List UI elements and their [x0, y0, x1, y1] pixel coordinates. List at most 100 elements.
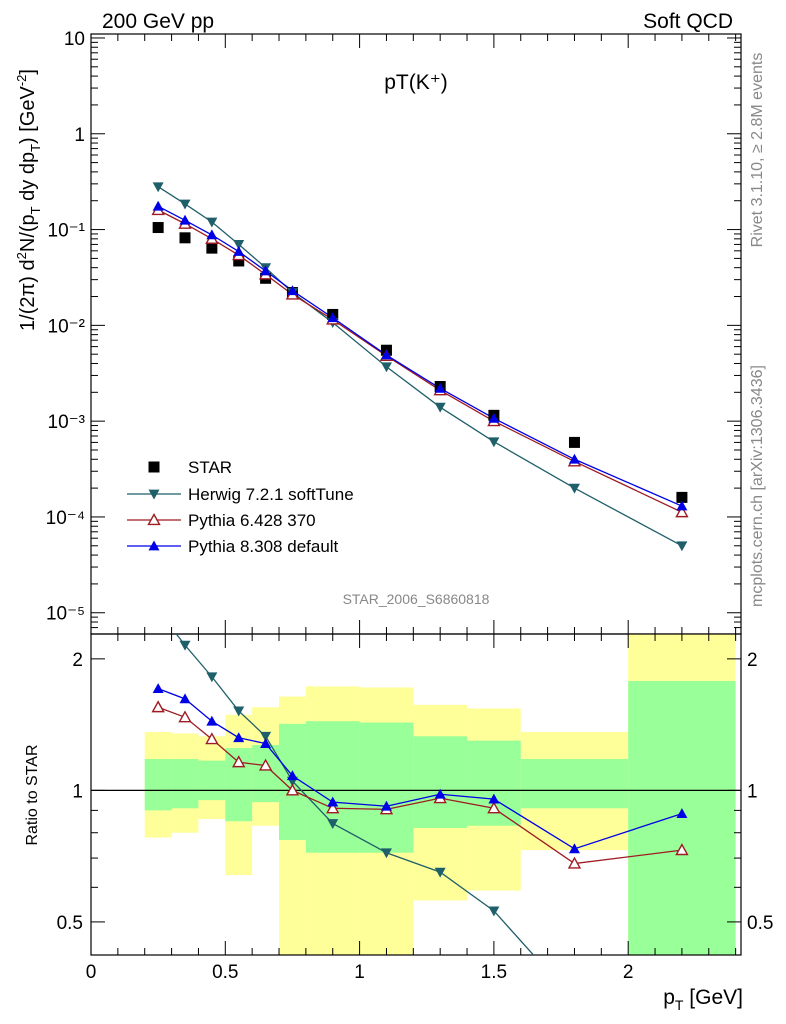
ratio-data-point	[260, 731, 272, 742]
main-data-point	[568, 453, 580, 464]
legend-marker	[147, 513, 161, 526]
ratio-series-line	[157, 706, 682, 865]
main-data-point	[233, 239, 245, 250]
ratio-band-inner	[171, 758, 199, 809]
x-tick-label: 0	[86, 962, 97, 983]
ratio-data-point	[487, 801, 501, 814]
ratio-data-point	[152, 683, 164, 693]
main-data-point	[488, 437, 500, 448]
main-y-tick-label: 1	[74, 125, 85, 146]
main-data-point	[676, 541, 688, 552]
x-axis-label: pT [GeV]	[663, 986, 743, 1013]
main-data-point	[434, 402, 446, 413]
ratio-data-point	[488, 793, 500, 804]
ratio-data-point	[676, 808, 688, 818]
ratio-uncertainty-bands	[144, 634, 736, 955]
main-series-line	[157, 209, 683, 513]
ratio-data-point	[568, 843, 580, 854]
ratio-data-point	[326, 801, 340, 814]
main-y-axis: 10 1 10⁻¹ 10⁻² 10⁻³ 10⁻⁴ 10⁻⁵	[46, 29, 741, 635]
main-y-tick-label: 10⁻¹	[48, 221, 86, 242]
ratio-y-tick-label: 1	[72, 781, 83, 802]
ratio-band-inner	[413, 736, 468, 829]
main-data-point	[434, 382, 446, 393]
ratio-data-point	[206, 715, 218, 726]
main-data-point	[568, 483, 580, 494]
ratio-band-inner	[144, 758, 172, 811]
ratio-band-inner	[628, 680, 736, 955]
main-data-point	[675, 505, 689, 518]
watermark: STAR_2006_S6860818	[343, 591, 490, 607]
main-y-axis-label: 1/(2π) d2N/(pT dy dpT) [GeV-2]	[14, 69, 43, 331]
main-y-tick-label: 10⁻⁵	[46, 604, 85, 625]
ratio-axes: 0 0.5 1 1.5 2 0.5 0.5 1 1 2 2	[57, 634, 773, 983]
ratio-y-axis-label: Ratio to STAR	[24, 744, 41, 845]
ratio-y-tick-label: 0.5	[57, 913, 83, 934]
header-right: Soft QCD	[643, 10, 733, 33]
main-data-point	[179, 199, 191, 210]
legend-entry-label: STAR	[188, 458, 232, 477]
legend-entry-label: Pythia 6.428 370	[188, 511, 316, 530]
main-data-point	[152, 222, 164, 234]
main-series-line	[157, 205, 683, 507]
x-tick-label: 1	[354, 962, 365, 983]
ratio-band-inner	[520, 758, 629, 809]
ratio-data-point	[233, 732, 245, 743]
main-data-point	[676, 491, 688, 503]
ratio-y-tick-label-right: 1	[747, 781, 758, 802]
ratio-data-point	[434, 788, 446, 799]
main-y-tick-label: 10⁻⁴	[46, 508, 85, 529]
ratio-data-point	[567, 856, 582, 869]
main-data-point	[179, 214, 191, 225]
rivet-label: Rivet 3.1.10, ≥ 2.8M events	[749, 53, 766, 248]
main-data-point	[152, 200, 164, 211]
legend-entry-label: Herwig 7.2.1 softTune	[188, 485, 354, 504]
main-data-point	[233, 246, 245, 256]
mcplots-label: mcplots.cern.ch [arXiv:1306.3436]	[749, 365, 766, 607]
main-data-point	[676, 500, 688, 511]
main-data-point	[327, 312, 339, 323]
ratio-data-point	[179, 693, 191, 704]
ratio-data-point	[232, 755, 246, 768]
main-y-tick-label: 10⁻²	[48, 316, 86, 337]
ratio-data-point	[675, 843, 689, 856]
ratio-data-point	[380, 848, 392, 859]
main-series-layer	[151, 182, 689, 552]
legend-marker	[148, 461, 160, 473]
legend-marker	[148, 540, 160, 551]
main-data-point	[568, 436, 580, 448]
ratio-data-point	[488, 906, 500, 917]
main-data-point	[206, 242, 218, 254]
legend: STAR Herwig 7.2.1 softTune Pythia 6.428 37…	[127, 458, 354, 556]
ratio-data-point	[285, 783, 300, 796]
ratio-band-inner	[359, 722, 414, 853]
ratio-y-tick-label: 2	[72, 650, 83, 671]
main-data-point	[380, 362, 392, 373]
ratio-data-point	[206, 672, 218, 683]
main-y-tick-label: 10	[64, 29, 85, 50]
main-y-tick-label: 10⁻³	[48, 412, 86, 433]
x-tick-label: 2	[623, 962, 634, 983]
ratio-y-tick-label-right: 2	[747, 650, 758, 671]
main-data-point	[488, 412, 500, 423]
x-tick-label: 1.5	[481, 962, 507, 983]
ratio-data-point	[205, 732, 219, 745]
ratio-series-clip	[151, 634, 689, 955]
ratio-data-point	[286, 770, 298, 781]
ratio-frame-rect	[90, 633, 742, 956]
ratio-data-point	[178, 710, 192, 723]
main-data-point	[286, 285, 298, 296]
main-data-point	[260, 265, 272, 276]
main-data-point	[233, 255, 245, 267]
legend-entry-label: Pythia 8.308 default	[188, 537, 339, 556]
ratio-y-tick-label-right: 0.5	[747, 913, 773, 934]
legend-marker	[148, 489, 160, 500]
ratio-panel-frame	[90, 633, 742, 956]
ratio-data-point	[151, 700, 165, 713]
main-data-point	[380, 349, 392, 360]
ratio-data-point	[434, 867, 446, 878]
main-data-point	[206, 229, 218, 240]
ratio-series-layer	[151, 634, 689, 955]
ratio-data-point	[233, 706, 245, 717]
